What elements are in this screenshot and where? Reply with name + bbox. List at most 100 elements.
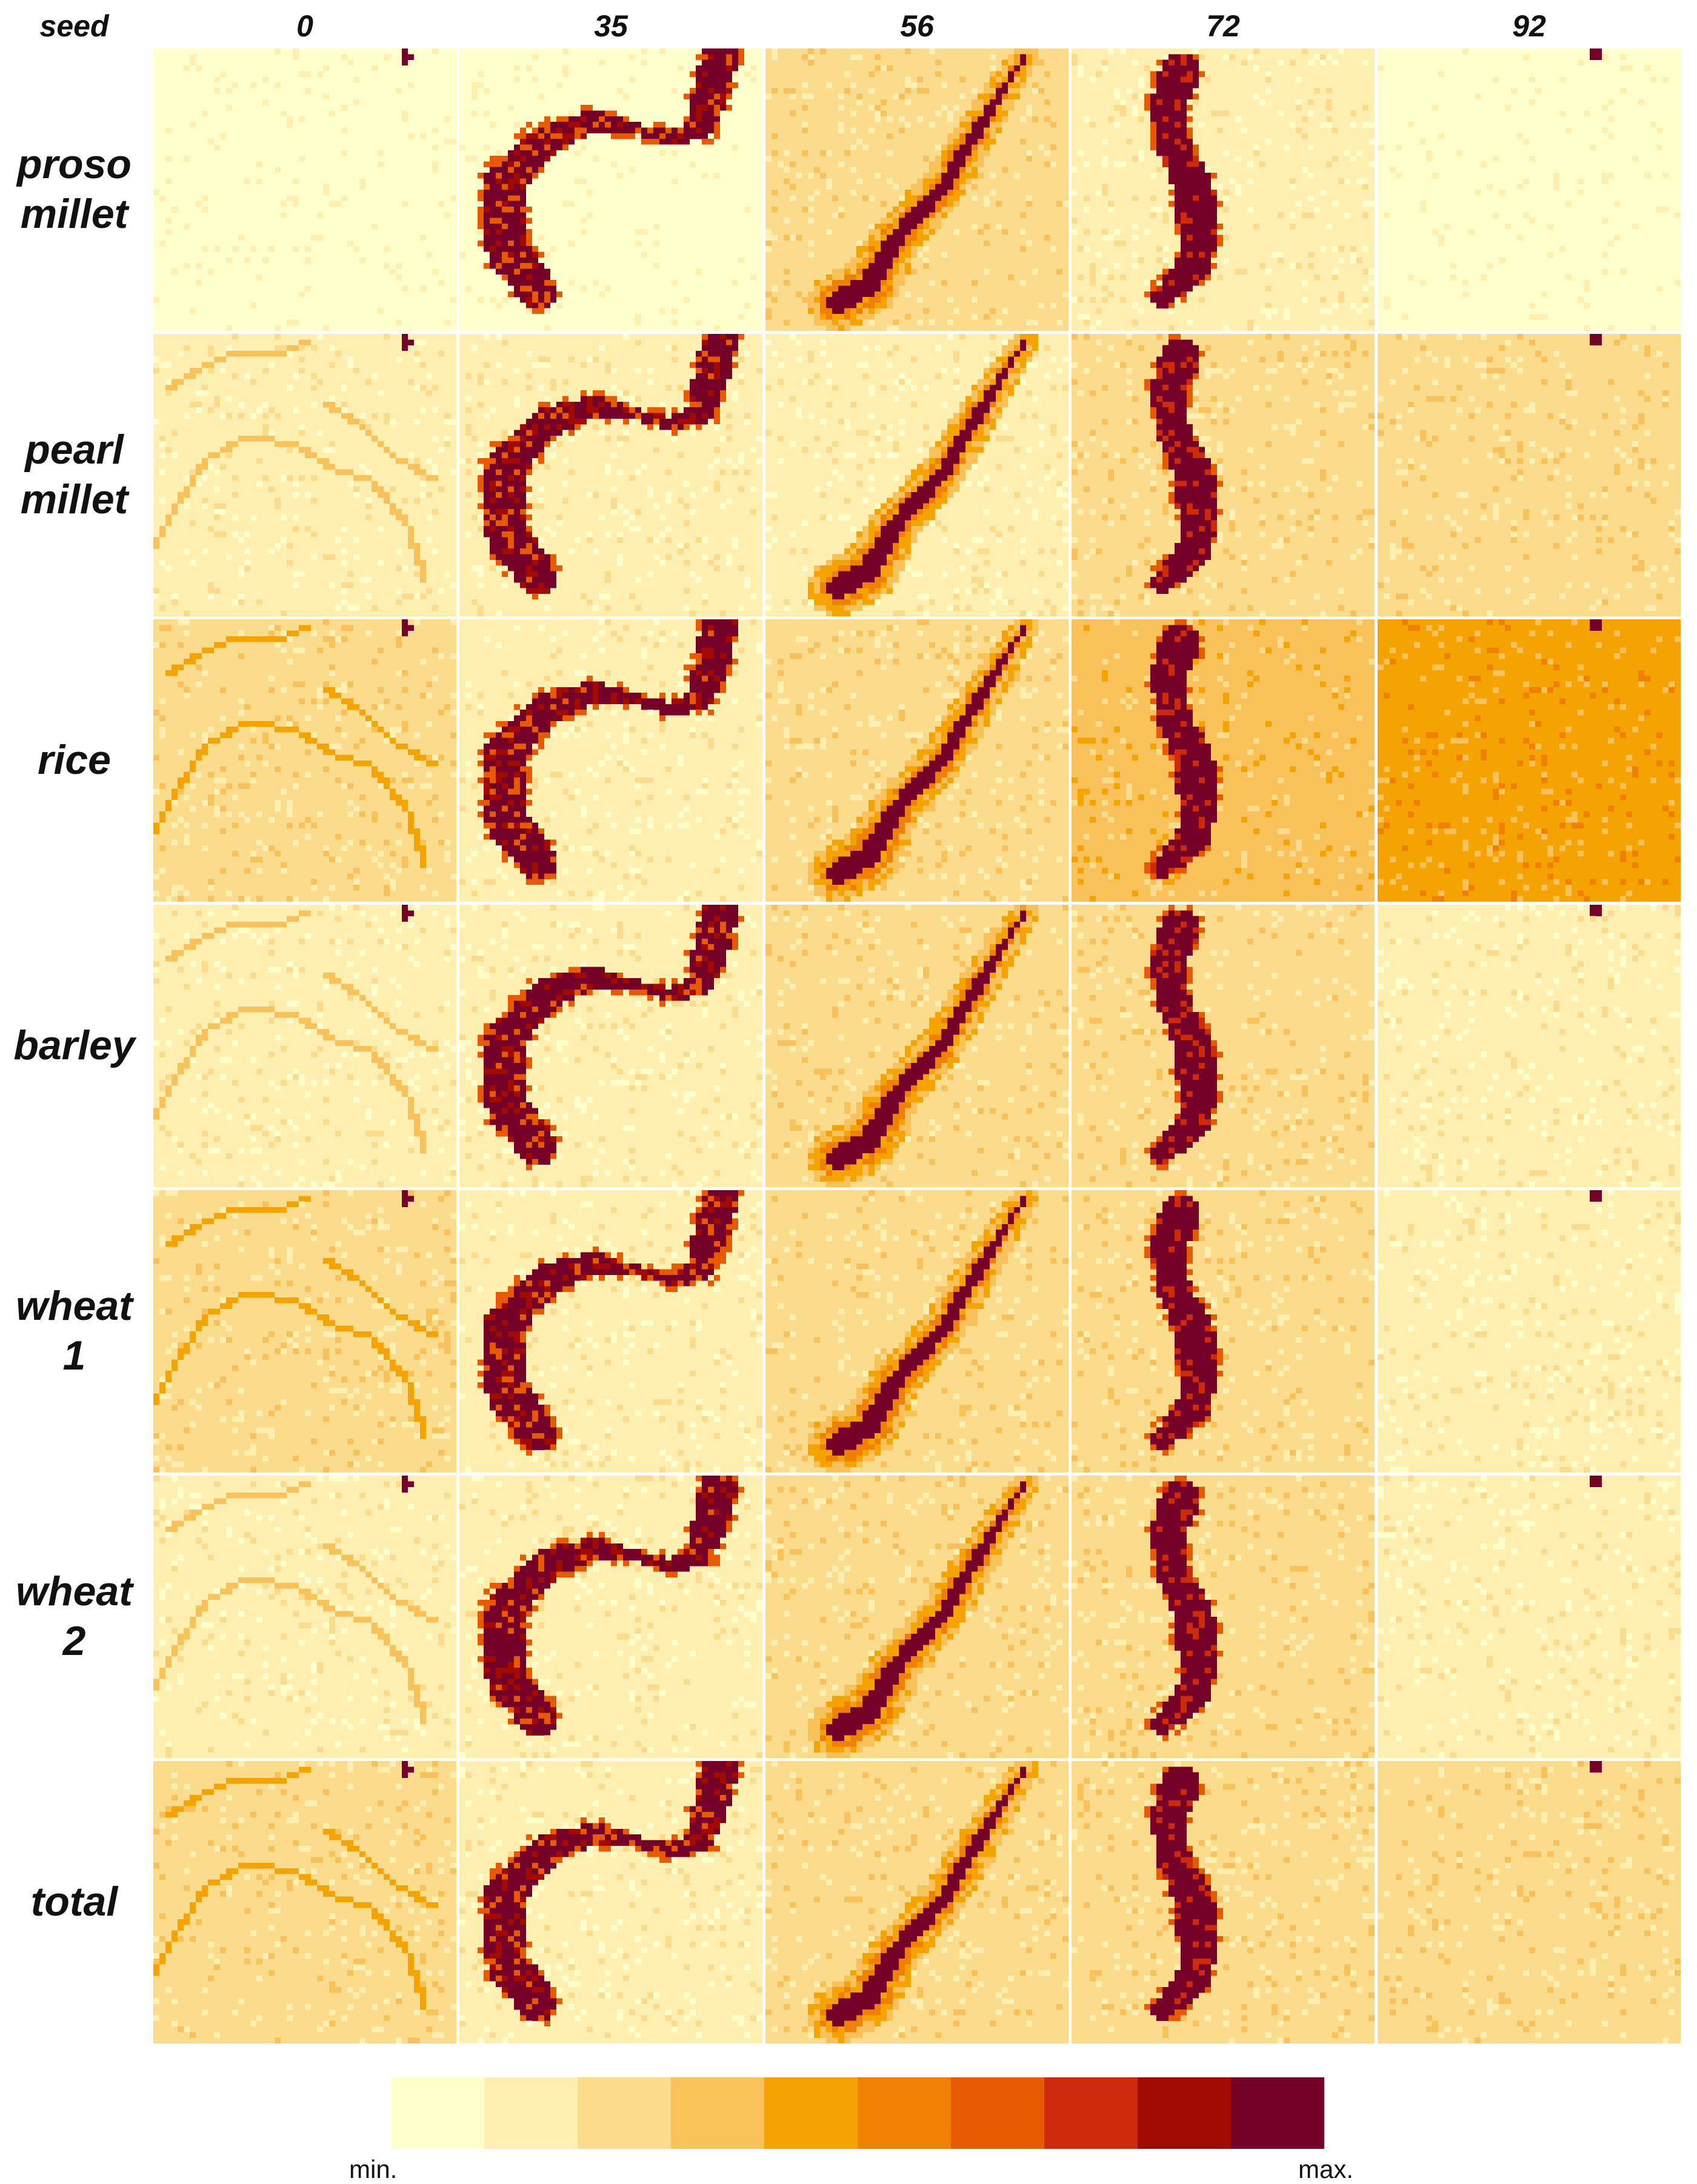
heat-cell [599, 122, 605, 128]
heat-cell [208, 582, 215, 588]
heat-cell [947, 178, 954, 184]
heat-cell [996, 379, 1002, 385]
heat-cell [426, 373, 433, 379]
heat-cell [875, 235, 881, 241]
heat-cell [1308, 99, 1315, 105]
heat-cell [623, 396, 630, 402]
heat-cell [1144, 280, 1151, 286]
heat-cell [1614, 430, 1621, 436]
heat-cell [293, 407, 299, 413]
heat-cell [665, 469, 672, 476]
heat-cell [1523, 554, 1530, 560]
heat-cell [1278, 362, 1284, 368]
heat-cell [1217, 223, 1224, 230]
heat-cell [438, 588, 445, 594]
heat-cell [826, 565, 833, 571]
heat-cell [508, 291, 515, 298]
heat-cell [1314, 514, 1321, 521]
heat-cell [629, 525, 636, 532]
heat-cell [502, 514, 508, 521]
heat-cell [520, 565, 527, 571]
heat-cell [984, 418, 990, 425]
heat-cell [893, 559, 899, 566]
heat-cell [965, 605, 972, 611]
heat-cell [887, 223, 893, 230]
heat-cell [1644, 173, 1651, 179]
heat-cell [299, 339, 305, 345]
heat-cell [496, 447, 502, 453]
heat-cell [1126, 139, 1133, 145]
heat-cell [862, 531, 869, 538]
heat-cell [538, 565, 545, 571]
heat-cell [875, 588, 881, 594]
heat-cell [478, 190, 484, 196]
heat-cell [1181, 384, 1187, 391]
heat-cell [832, 559, 839, 566]
heat-cell [508, 150, 515, 156]
heat-cell [1350, 122, 1357, 128]
heat-cell [726, 373, 733, 379]
heat-cell [402, 458, 408, 464]
heat-cell [317, 744, 324, 750]
heat-cell [911, 486, 918, 493]
heat-cell [953, 413, 960, 419]
heat-cell [826, 291, 833, 298]
heat-cell [1181, 268, 1187, 275]
heat-cell [929, 514, 936, 521]
heat-cell [1432, 565, 1439, 571]
heat-cell [1302, 367, 1309, 374]
heat-cell [538, 559, 545, 566]
heat-cell [1396, 424, 1402, 430]
heat-cell [1229, 407, 1236, 413]
heat-cell [1493, 514, 1499, 521]
heat-cell [605, 362, 612, 368]
heat-cell [544, 291, 551, 298]
heat-cell [869, 280, 875, 286]
heat-cell [1020, 610, 1027, 616]
heat-cell [875, 297, 881, 303]
heat-cell [490, 263, 496, 269]
heat-cell [959, 122, 966, 128]
heat-cell [690, 99, 696, 105]
heat-cell [1002, 82, 1009, 88]
heat-cell [905, 257, 912, 264]
heat-cell [232, 350, 239, 357]
heat-cell [990, 390, 996, 396]
heat-cell [159, 559, 166, 566]
heat-cell [1475, 93, 1481, 100]
heat-cell [1205, 218, 1212, 224]
heat-cell [953, 139, 960, 145]
heat-cell [1205, 367, 1212, 374]
heat-cell [329, 401, 336, 408]
heat-cell [832, 285, 839, 291]
heat-cell [1356, 514, 1363, 521]
heat-cell [1408, 407, 1415, 413]
heat-cell [502, 447, 508, 453]
heat-cell [1162, 144, 1169, 150]
heat-cell [1326, 105, 1333, 111]
heat-cell [275, 413, 281, 419]
heat-cell [1181, 105, 1187, 111]
heat-cell [1553, 184, 1560, 190]
heat-cell [1002, 76, 1009, 83]
heat-cell [844, 424, 851, 430]
heat-cell [1384, 593, 1390, 600]
heat-cell [941, 469, 948, 476]
heat-cell [514, 206, 521, 213]
heat-cell [1162, 161, 1169, 167]
heat-cell [893, 212, 899, 218]
heat-cell [1523, 599, 1530, 605]
heat-cell [1002, 110, 1009, 117]
heat-cell [617, 127, 624, 133]
heat-cell [508, 548, 515, 554]
heat-cell [881, 508, 887, 515]
heat-cell [496, 464, 502, 470]
heat-cell [1108, 206, 1115, 213]
heat-cell [378, 687, 384, 693]
heat-cell [911, 218, 918, 224]
heat-cell [784, 268, 790, 275]
heat-cell [1090, 548, 1096, 554]
heat-cell [744, 413, 751, 419]
heat-cell [526, 297, 533, 303]
heat-cell [911, 469, 918, 476]
